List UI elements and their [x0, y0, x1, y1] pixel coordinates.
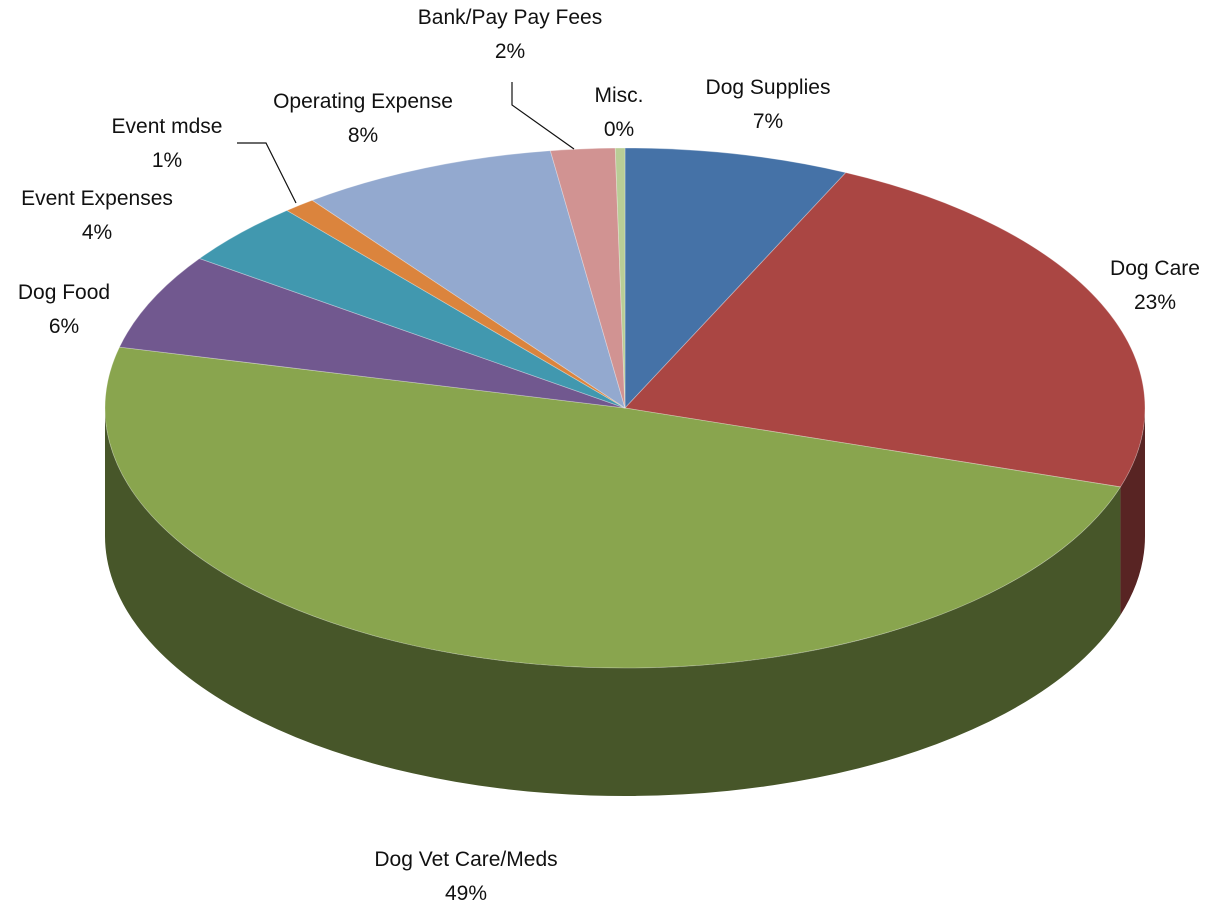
- pie-sides: [105, 408, 1145, 797]
- slice-label-dog-food: Dog Food: [18, 281, 110, 304]
- slice-percent-dog-supplies: 7%: [753, 110, 783, 133]
- slice-label-event-mdse: Event mdse: [112, 115, 223, 138]
- pie-slice-dog-vet-care-meds: [104, 346, 1122, 669]
- pie-slice-dog-care: [624, 172, 1146, 488]
- slice-percent-event-expenses: 4%: [82, 221, 112, 244]
- slice-label-operating-expense: Operating Expense: [273, 90, 453, 113]
- pie-slice-bank-pay-pay-fees: [549, 147, 626, 409]
- leader-line-event-mdse: [237, 142, 297, 204]
- slice-label-event-expenses: Event Expenses: [21, 187, 173, 210]
- slice-percent-event-mdse: 1%: [152, 149, 182, 172]
- slice-label-misc: Misc.: [595, 84, 644, 107]
- leader-line-bank-pay-pay-fees: [511, 82, 575, 150]
- pie-slice-event-mdse: [285, 199, 626, 409]
- slice-label-bank-pay-pay-fees: Bank/Pay Pay Fees: [418, 6, 602, 29]
- pie-tops: [104, 147, 1146, 669]
- slice-label-dog-care: Dog Care: [1110, 257, 1200, 280]
- slice-percent-dog-vet-care-meds: 49%: [445, 882, 487, 905]
- pie-slice-dog-food: [118, 258, 626, 409]
- slice-percent-bank-pay-pay-fees: 2%: [495, 40, 525, 63]
- slice-percent-dog-care: 23%: [1134, 291, 1176, 314]
- pie-slice-event-expenses: [198, 210, 626, 409]
- pie-slice-misc: [614, 147, 626, 409]
- pie-slice-operating-expense: [311, 150, 626, 409]
- leader-lines: [237, 82, 575, 204]
- pie-side-dog-care: [1120, 408, 1145, 615]
- slice-percent-misc: 0%: [604, 118, 634, 141]
- slice-percent-dog-food: 6%: [49, 315, 79, 338]
- slice-label-dog-supplies: Dog Supplies: [706, 76, 831, 99]
- slice-percent-operating-expense: 8%: [348, 124, 378, 147]
- pie-slice-dog-supplies: [624, 147, 847, 410]
- slice-labels: Dog Supplies 7% Dog Care 23% Dog Vet Care/Me…: [18, 6, 1200, 905]
- slice-label-dog-vet-care-meds: Dog Vet Care/Meds: [374, 848, 557, 871]
- pie-side-dog-vet-care-meds: [105, 408, 1121, 797]
